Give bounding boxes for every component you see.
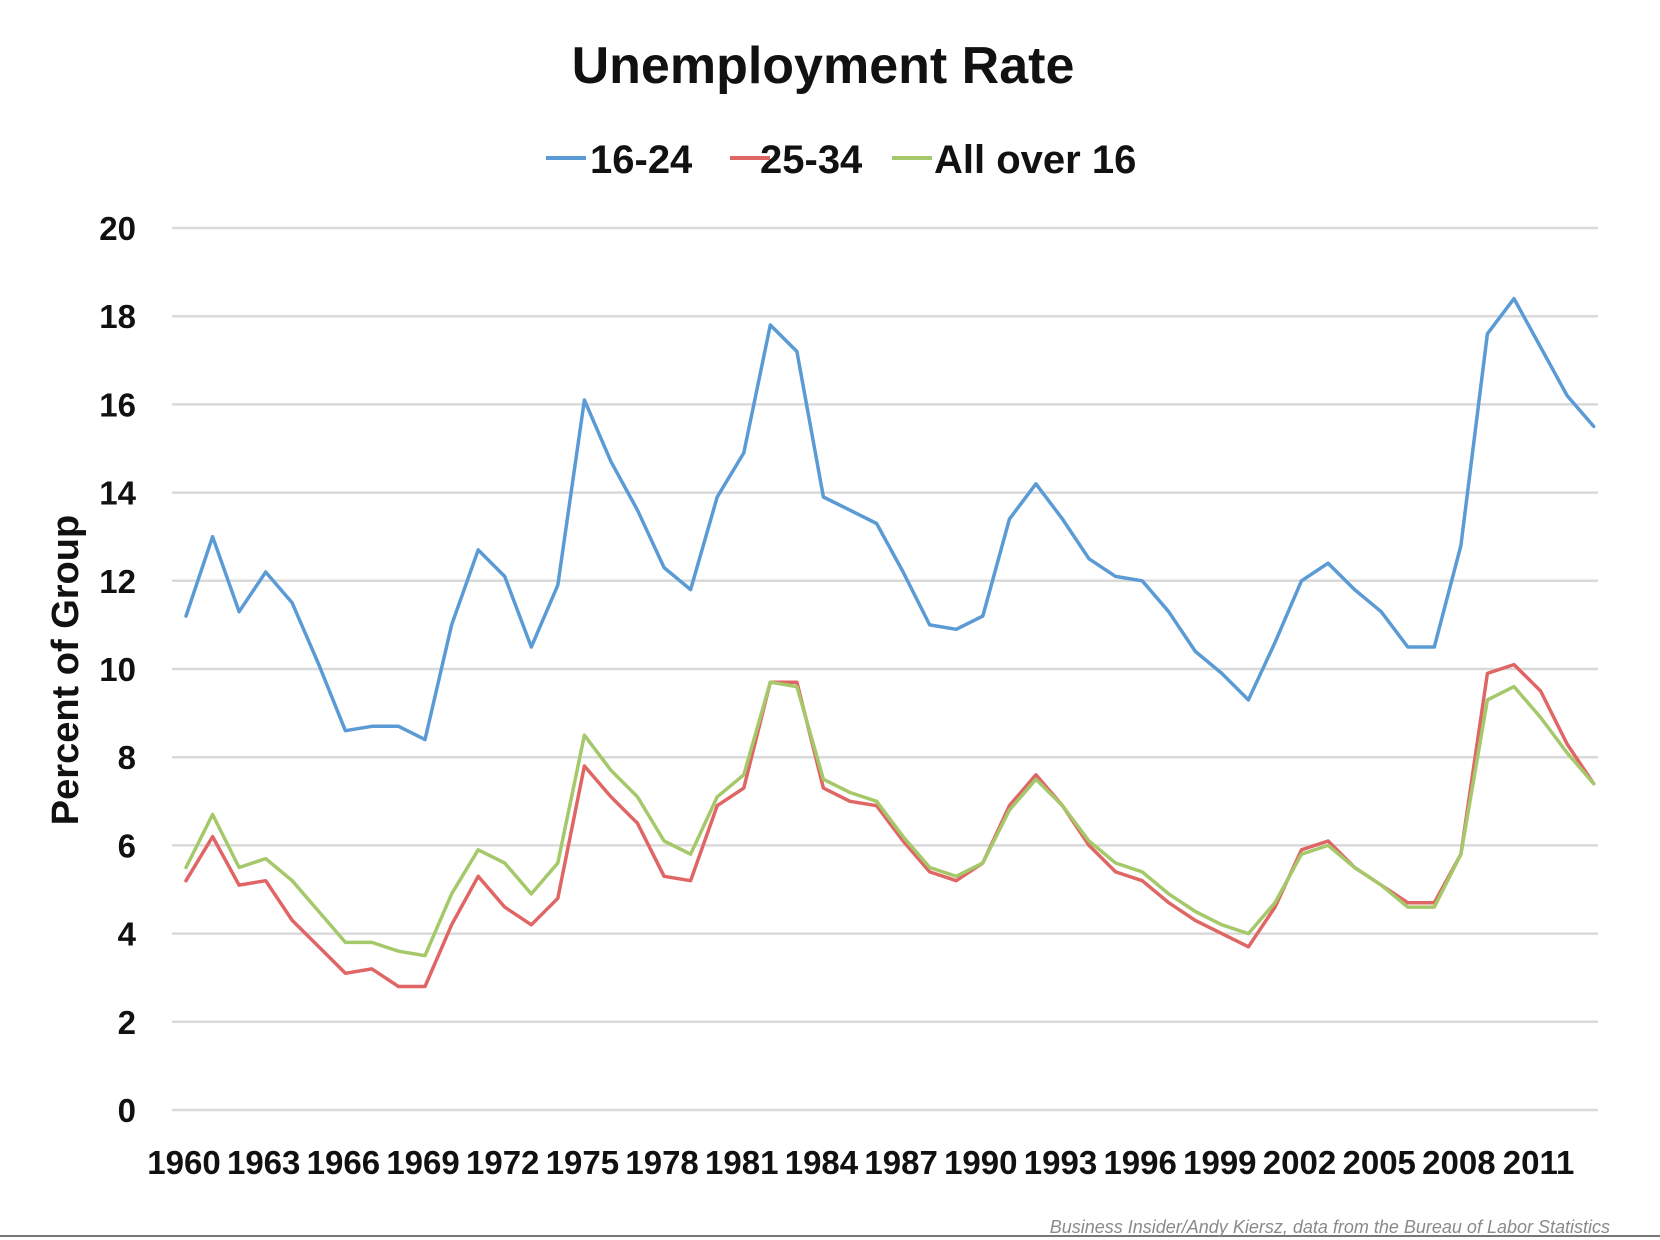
y-tick-label: 18 — [99, 298, 136, 335]
x-tick-label: 1978 — [625, 1144, 698, 1181]
y-axis-label: Percent of Group — [45, 515, 87, 825]
series-lines — [184, 296, 1596, 989]
source-credit: Business Insider/Andy Kiersz, data from … — [1050, 1217, 1610, 1237]
x-tick-label: 1972 — [466, 1144, 539, 1181]
x-tick-label: 1966 — [307, 1144, 380, 1181]
x-tick-label: 1969 — [386, 1144, 459, 1181]
y-tick-label: 12 — [99, 563, 136, 600]
x-tick-label: 1975 — [546, 1144, 619, 1181]
x-tick-label: 2008 — [1422, 1144, 1495, 1181]
y-axis-ticks: 0 2 4 6 8 10 12 14 16 18 20 — [99, 210, 136, 1129]
y-tick-label: 14 — [99, 475, 136, 512]
x-tick-label: 1987 — [864, 1144, 937, 1181]
x-tick-label: 1990 — [944, 1144, 1017, 1181]
x-tick-label: 2011 — [1503, 1144, 1575, 1181]
series-line-all-over-16 — [184, 680, 1596, 958]
series-line-25-34 — [184, 662, 1596, 989]
x-tick-label: 1981 — [705, 1144, 778, 1181]
y-tick-label: 16 — [99, 386, 136, 423]
series-line-16-24 — [184, 296, 1596, 742]
gridlines — [172, 226, 1598, 1112]
x-tick-label: 1996 — [1103, 1144, 1176, 1181]
y-tick-label: 8 — [118, 739, 136, 776]
y-tick-label: 10 — [99, 651, 136, 688]
y-tick-label: 2 — [118, 1004, 136, 1041]
x-axis-ticks: 1960 1963 1966 1969 1972 1975 1978 1981 1984 1987… — [147, 1144, 1574, 1181]
x-tick-label: 1960 — [147, 1144, 220, 1181]
x-tick-label: 1963 — [227, 1144, 300, 1181]
x-tick-label: 1999 — [1183, 1144, 1256, 1181]
legend-label: 25-34 — [760, 138, 863, 182]
y-tick-label: 6 — [118, 827, 136, 864]
legend-label: 16-24 — [590, 138, 693, 182]
x-tick-label: 1984 — [785, 1144, 859, 1181]
x-tick-label: 1993 — [1024, 1144, 1097, 1181]
y-tick-label: 4 — [118, 916, 137, 953]
y-tick-label: 20 — [99, 210, 136, 247]
x-tick-label: 2002 — [1263, 1144, 1336, 1181]
legend-label: All over 16 — [934, 138, 1136, 182]
y-tick-label: 0 — [118, 1092, 136, 1129]
chart-title: Unemployment Rate — [572, 37, 1075, 95]
legend: 16-24 25-34 All over 16 — [546, 138, 1136, 182]
x-tick-label: 2005 — [1342, 1144, 1415, 1181]
